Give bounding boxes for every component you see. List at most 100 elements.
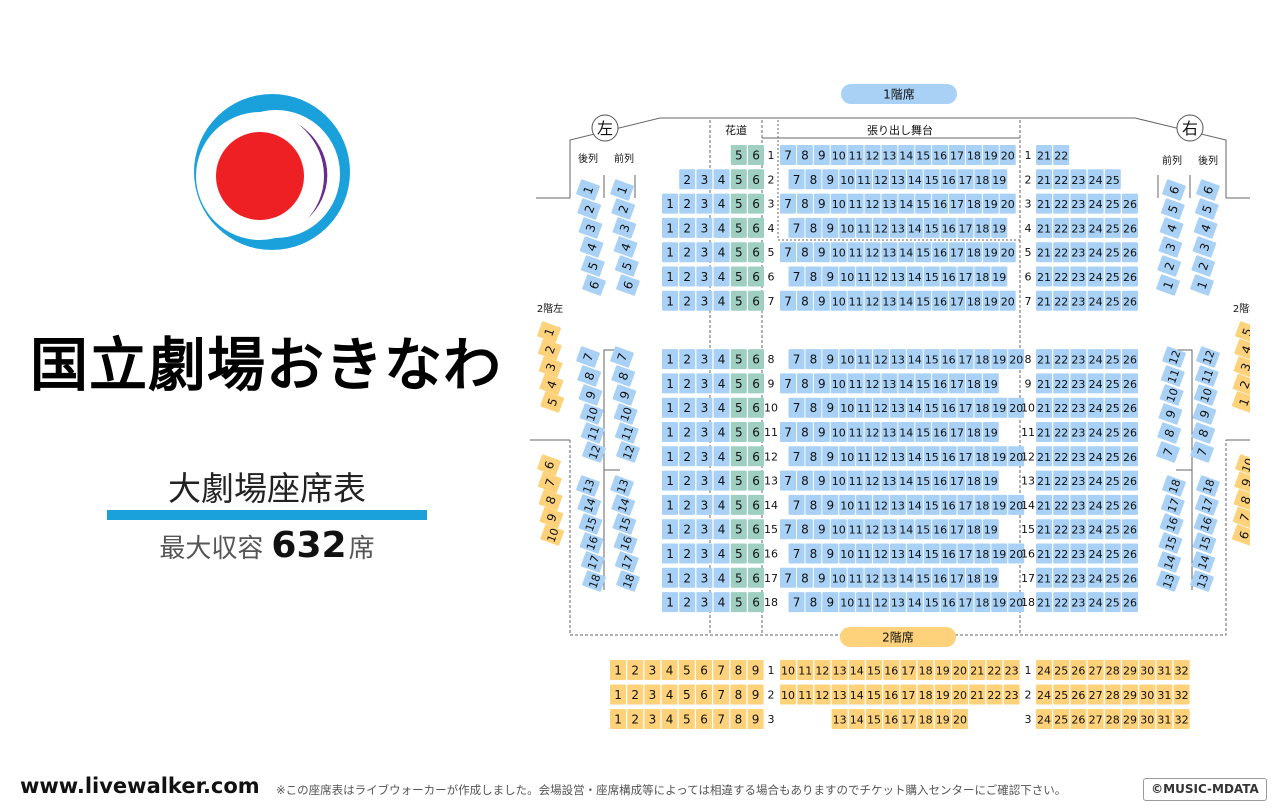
floor1-seat-right[interactable]: 25: [1104, 567, 1121, 588]
floor1-seat-center[interactable]: 12: [864, 373, 881, 394]
floor1-seat-center[interactable]: 8: [796, 373, 813, 394]
right-front-box-3-seat[interactable]: 15: [1158, 532, 1183, 554]
floor1-seat-center[interactable]: 18: [965, 145, 982, 165]
left-front-box-3-seat[interactable]: 17: [614, 551, 639, 573]
floor1-seat-right[interactable]: 26: [1122, 592, 1138, 613]
floor1-seat-left[interactable]: 6: [748, 290, 764, 311]
floor2-seat-right[interactable]: 32: [1173, 660, 1190, 680]
floor1-seat-left[interactable]: 1: [662, 193, 678, 214]
floor2-seat-center[interactable]: 11: [797, 660, 814, 680]
floor1-seat-center[interactable]: 17: [957, 592, 974, 613]
floor1-seat-center[interactable]: 9: [822, 543, 839, 564]
floor1-seat-center[interactable]: 11: [856, 494, 873, 515]
floor1-seat-center[interactable]: 12: [864, 145, 881, 165]
floor1-seat-center[interactable]: 20: [999, 242, 1016, 263]
left-front-box-1-seat[interactable]: 4: [613, 236, 638, 258]
floor2-seat-right[interactable]: 30: [1139, 684, 1156, 705]
floor1-seat-left[interactable]: 1: [662, 543, 678, 564]
floor1-seat-left[interactable]: 6: [748, 266, 764, 287]
floor2-seat-center[interactable]: 16: [883, 709, 900, 729]
floor1-seat-center[interactable]: 7: [780, 422, 796, 442]
floor1-seat-center[interactable]: 19: [982, 290, 999, 311]
floor1-seat-center[interactable]: 14: [898, 290, 915, 311]
right-rear-box-2-seat[interactable]: 7: [1190, 441, 1214, 463]
floor1-seat-center[interactable]: 15: [915, 422, 932, 442]
floor2-left-box-1-seat[interactable]: 2: [537, 338, 562, 361]
floor2-right-box-2-seat[interactable]: 10: [1235, 454, 1250, 476]
floor1-seat-right[interactable]: 21: [1036, 217, 1052, 238]
floor1-seat-center[interactable]: 9: [822, 169, 839, 190]
right-front-box-2-seat[interactable]: 12: [1162, 346, 1186, 368]
floor2-seat-left[interactable]: 2: [627, 660, 644, 680]
floor1-seat-right[interactable]: 24: [1087, 266, 1104, 287]
left-front-box-2-seat[interactable]: 8: [611, 365, 636, 387]
floor2-seat-left[interactable]: 8: [730, 709, 747, 729]
floor1-seat-center[interactable]: 12: [873, 217, 889, 238]
floor1-seat-left[interactable]: 3: [696, 217, 713, 238]
floor1-seat-left[interactable]: 6: [748, 567, 764, 588]
right-front-box-2-seat[interactable]: 10: [1159, 384, 1184, 406]
floor1-seat-center[interactable]: 12: [873, 349, 889, 370]
floor1-seat-center[interactable]: 8: [796, 519, 813, 540]
floor1-seat-center[interactable]: 11: [847, 567, 864, 588]
floor1-seat-center[interactable]: 9: [822, 349, 839, 370]
floor1-seat-center[interactable]: 15: [923, 397, 940, 418]
floor1-seat-center[interactable]: 12: [873, 266, 889, 287]
floor1-seat-center[interactable]: 9: [822, 446, 839, 467]
floor1-seat-center[interactable]: 8: [796, 193, 813, 214]
floor2-left-box-2-seat[interactable]: 10: [540, 524, 565, 546]
floor1-seat-left[interactable]: 1: [662, 242, 678, 263]
right-rear-box-2-seat[interactable]: 12: [1196, 346, 1220, 368]
floor2-seat-left[interactable]: 9: [747, 684, 764, 705]
floor1-seat-center[interactable]: 16: [932, 242, 949, 263]
floor1-seat-right[interactable]: 21: [1036, 242, 1052, 263]
floor2-seat-left[interactable]: 6: [696, 660, 712, 680]
floor1-seat-left[interactable]: 5: [730, 446, 747, 467]
floor1-seat-center[interactable]: 18: [974, 349, 991, 370]
floor1-seat-right[interactable]: 22: [1053, 592, 1070, 613]
floor1-seat-center[interactable]: 11: [847, 373, 864, 394]
floor1-seat-right[interactable]: 22: [1053, 494, 1070, 515]
floor1-seat-center[interactable]: 14: [898, 193, 915, 214]
floor1-seat-center[interactable]: 8: [805, 494, 822, 515]
floor2-seat-left[interactable]: 5: [678, 684, 695, 705]
right-front-box-1-seat[interactable]: 1: [1156, 274, 1180, 296]
floor1-seat-center[interactable]: 8: [796, 145, 813, 165]
floor1-seat-center[interactable]: 11: [856, 169, 873, 190]
floor1-seat-center[interactable]: 14: [906, 217, 923, 238]
site-url[interactable]: www.livewalker.com: [20, 774, 260, 798]
floor1-seat-center[interactable]: 19: [991, 446, 1008, 467]
right-rear-box-2-seat[interactable]: 10: [1193, 384, 1218, 406]
floor1-seat-right[interactable]: 23: [1070, 193, 1087, 214]
floor1-seat-right[interactable]: 26: [1122, 266, 1138, 287]
floor1-seat-right[interactable]: 25: [1104, 519, 1121, 540]
floor1-seat-center[interactable]: 19: [991, 266, 1008, 287]
floor2-seat-right[interactable]: 25: [1053, 684, 1070, 705]
floor2-seat-center[interactable]: 18: [917, 684, 934, 705]
left-rear-box-3-seat[interactable]: 18: [582, 570, 606, 592]
floor1-seat-left[interactable]: 4: [713, 169, 730, 190]
floor1-seat-left[interactable]: 2: [679, 266, 696, 287]
floor1-seat-center[interactable]: 14: [906, 543, 923, 564]
floor1-seat-left[interactable]: 5: [730, 373, 747, 394]
floor2-seat-left[interactable]: 2: [627, 684, 644, 705]
floor1-seat-center[interactable]: 15: [923, 217, 940, 238]
floor1-seat-left[interactable]: 2: [679, 397, 696, 418]
floor1-seat-left[interactable]: 1: [662, 397, 678, 418]
floor1-seat-left[interactable]: 4: [713, 592, 730, 613]
floor1-seat-right[interactable]: 22: [1053, 217, 1070, 238]
floor1-seat-center[interactable]: 19: [982, 567, 999, 588]
left-rear-box-2-seat[interactable]: 10: [579, 403, 604, 425]
right-rear-box-3-seat[interactable]: 14: [1191, 551, 1216, 573]
floor1-seat-center[interactable]: 9: [822, 217, 839, 238]
floor2-seat-right[interactable]: 30: [1139, 709, 1156, 729]
floor1-seat-center[interactable]: 13: [881, 470, 898, 491]
floor1-seat-left[interactable]: 2: [679, 169, 696, 190]
floor1-seat-left[interactable]: 4: [713, 422, 730, 442]
floor2-seat-right[interactable]: 27: [1087, 660, 1104, 680]
floor1-seat-right[interactable]: 21: [1036, 290, 1052, 311]
floor1-seat-right[interactable]: 21: [1036, 266, 1052, 287]
floor1-seat-left[interactable]: 4: [713, 519, 730, 540]
left-rear-box-1-seat[interactable]: 6: [582, 274, 606, 296]
floor1-seat-left[interactable]: 1: [662, 266, 678, 287]
